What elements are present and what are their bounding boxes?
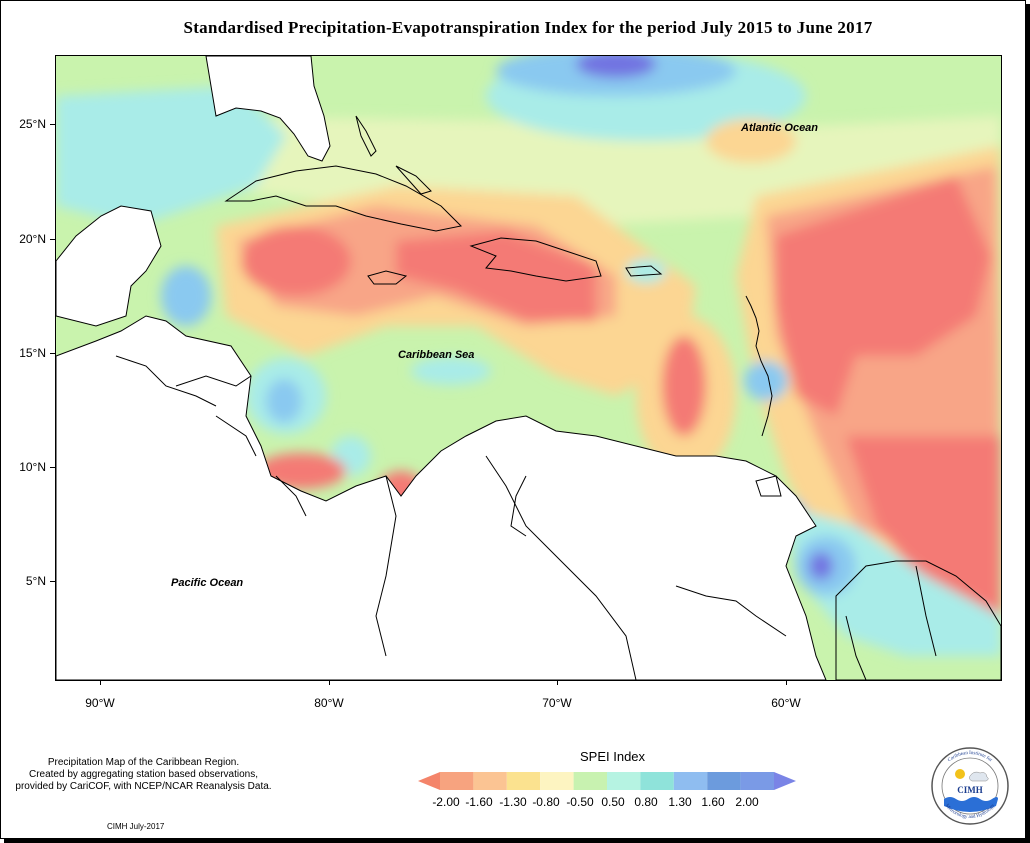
border-maracaibo <box>510 475 527 537</box>
legend-label: -0.80 <box>532 795 560 809</box>
legend-swatch <box>540 772 574 790</box>
map-title: Standardised Precipitation-Evapotranspir… <box>183 18 873 37</box>
spei-map[interactable]: Atlantic Ocean Caribbean Sea Pacific Oce… <box>55 55 1002 681</box>
land-masses <box>56 56 1001 680</box>
border-colombia-west <box>375 475 397 657</box>
land-jamaica <box>367 270 408 285</box>
land-central-south-america <box>56 315 827 680</box>
border-guyana-suriname <box>845 615 867 680</box>
label-atlantic: Atlantic Ocean <box>740 122 818 134</box>
land-yucatan <box>56 205 162 327</box>
y-tick <box>50 353 55 354</box>
field-wet-belize <box>161 266 211 326</box>
cimh-logo: CIMH Caribbean Institute for Meteorology… <box>931 747 1009 825</box>
border-costa-rica <box>275 475 307 517</box>
logo-text: CIMH <box>957 785 983 795</box>
y-tick <box>50 581 55 582</box>
legend-label: 0.50 <box>601 795 625 809</box>
y-tick <box>50 239 55 240</box>
x-tick <box>100 680 101 685</box>
legend-label: 2.00 <box>735 795 759 809</box>
field-dry-extreme-east-south <box>846 436 1001 616</box>
land-puerto-rico <box>625 265 663 277</box>
y-tick <box>50 467 55 468</box>
land-guianas-outline <box>835 560 1001 680</box>
x-label-90w: 90°W <box>85 696 115 710</box>
land-florida <box>205 56 331 162</box>
y-label-10n: 10°N <box>19 460 46 474</box>
legend-label: -1.30 <box>499 795 527 809</box>
legend-swatch <box>506 772 541 790</box>
legend-swatch <box>473 772 507 790</box>
legend-swatch <box>707 772 741 790</box>
legend-label: -2.00 <box>432 795 460 809</box>
x-tick <box>329 680 330 685</box>
legend-label: -1.60 <box>465 795 493 809</box>
date-stamp: CIMH July-2017 <box>107 822 165 831</box>
field-dry-extreme-east-north <box>776 176 991 416</box>
field-dry-extreme-south-caribbean <box>662 336 706 436</box>
border-guatemala <box>115 355 217 407</box>
field-wet-central-caribbean <box>411 357 491 385</box>
label-pacific: Pacific Ocean <box>171 577 243 589</box>
land-bahamas <box>355 115 377 157</box>
legend-arrow-right <box>774 772 796 790</box>
border-honduras <box>175 375 252 387</box>
field-dry-atlantic-small <box>706 119 796 163</box>
field-wet-nw <box>56 86 286 226</box>
x-label-70w: 70°W <box>542 696 572 710</box>
land-hispaniola <box>469 237 602 282</box>
legend-swatch <box>640 772 674 790</box>
border-suriname-fg <box>915 565 937 657</box>
legend-title: SPEI Index <box>580 749 646 764</box>
field-extreme-wet-north <box>576 56 656 78</box>
x-tick <box>786 680 787 685</box>
y-tick <box>50 124 55 125</box>
note-line-3: provided by CariCOF, with NCEP/NCAR Rean… <box>15 781 272 792</box>
land-trinidad <box>755 475 782 497</box>
legend-arrow-left <box>418 772 440 790</box>
x-label-80w: 80°W <box>314 696 344 710</box>
y-label-25n: 25°N <box>19 117 46 131</box>
label-caribbean: Caribbean Sea <box>398 349 474 361</box>
field-wet-windwards <box>744 361 788 401</box>
legend-swatch <box>673 772 708 790</box>
land-cuba <box>224 165 463 232</box>
x-tick <box>557 680 558 685</box>
legend-label: -0.50 <box>566 795 594 809</box>
border-colombia-venezuela <box>485 455 637 680</box>
legend-label: 1.60 <box>701 795 725 809</box>
legend-swatch <box>573 772 607 790</box>
map-svg: Atlantic Ocean Caribbean Sea Pacific Oce… <box>56 56 1001 680</box>
water-icon <box>944 797 998 812</box>
field-dry-extreme-hispaniola <box>396 231 596 321</box>
border-venezuela-brazil <box>675 585 787 637</box>
legend-label: 1.30 <box>668 795 692 809</box>
legend-swatch <box>740 772 774 790</box>
map-notes: Precipitation Map of the Caribbean Regio… <box>6 757 281 793</box>
field-wet-honduras-core <box>266 379 302 423</box>
legend-label: 0.80 <box>634 795 658 809</box>
y-label-5n: 5°N <box>25 574 46 588</box>
land-lesser-antilles <box>745 295 773 437</box>
cloud-icon <box>969 771 989 782</box>
field-wet-puerto-rico <box>626 259 666 283</box>
note-line-2: Created by aggregating station based obs… <box>28 769 259 780</box>
land-bahamas-2 <box>395 165 432 195</box>
field-dry-extreme-jamaica <box>241 226 351 296</box>
x-label-60w: 60°W <box>771 696 801 710</box>
spei-field <box>56 56 1001 656</box>
y-label-20n: 20°N <box>19 232 46 246</box>
sun-icon <box>955 769 965 779</box>
border-nicaragua <box>215 415 257 457</box>
legend-swatch <box>440 772 474 790</box>
field-extreme-wet-guyana <box>809 552 833 580</box>
legend-swatch <box>607 772 641 790</box>
y-label-15n: 15°N <box>19 346 46 360</box>
note-line-1: Precipitation Map of the Caribbean Regio… <box>47 757 240 768</box>
legend-colorbar <box>418 772 796 790</box>
